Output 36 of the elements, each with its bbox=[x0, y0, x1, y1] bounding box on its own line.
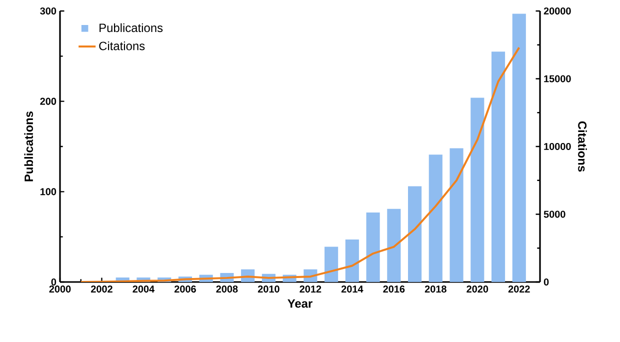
x-axis-title: Year bbox=[288, 299, 312, 308]
y2-tick-label: 15000 bbox=[544, 75, 571, 82]
legend-label: Citations bbox=[99, 41, 145, 50]
x-tick-label: 2006 bbox=[174, 286, 196, 293]
y2-tick-label: 10000 bbox=[544, 142, 571, 150]
y-tick-label: 200 bbox=[40, 98, 56, 105]
x-tick-label: 2000 bbox=[49, 286, 71, 293]
x-tick-label: 2004 bbox=[132, 286, 154, 293]
x-tick-label: 2014 bbox=[341, 286, 364, 293]
bar bbox=[387, 208, 401, 282]
y2-axis-title: Citations bbox=[578, 121, 587, 172]
bar bbox=[491, 52, 506, 282]
x-tick-label: 2002 bbox=[91, 286, 112, 293]
bar bbox=[324, 246, 338, 282]
x-tick-label: 2022 bbox=[508, 286, 530, 293]
bar bbox=[470, 98, 484, 282]
x-tick-label: 2020 bbox=[466, 286, 488, 293]
x-tick-label: 2010 bbox=[258, 286, 280, 293]
y2-tick-label: 5000 bbox=[544, 210, 566, 218]
legend-label: Publications bbox=[100, 23, 163, 32]
x-tick-label: 2016 bbox=[383, 286, 405, 293]
bar bbox=[345, 240, 359, 282]
bar bbox=[450, 148, 464, 282]
y2-tick-label: 20000 bbox=[544, 7, 571, 15]
y-tick-label: 300 bbox=[40, 7, 56, 15]
x-tick-label: 2018 bbox=[424, 286, 446, 293]
x-tick-label: 2012 bbox=[300, 286, 322, 293]
y-axis-title: Publications bbox=[24, 111, 34, 182]
bar bbox=[366, 212, 380, 282]
bar bbox=[428, 154, 442, 282]
bar bbox=[512, 14, 526, 282]
bar bbox=[408, 186, 422, 282]
y-tick-label: 100 bbox=[40, 188, 56, 196]
x-tick-label: 2008 bbox=[216, 286, 238, 293]
y2-tick-label: 0 bbox=[544, 278, 549, 286]
y-tick-label: 0 bbox=[51, 278, 56, 286]
